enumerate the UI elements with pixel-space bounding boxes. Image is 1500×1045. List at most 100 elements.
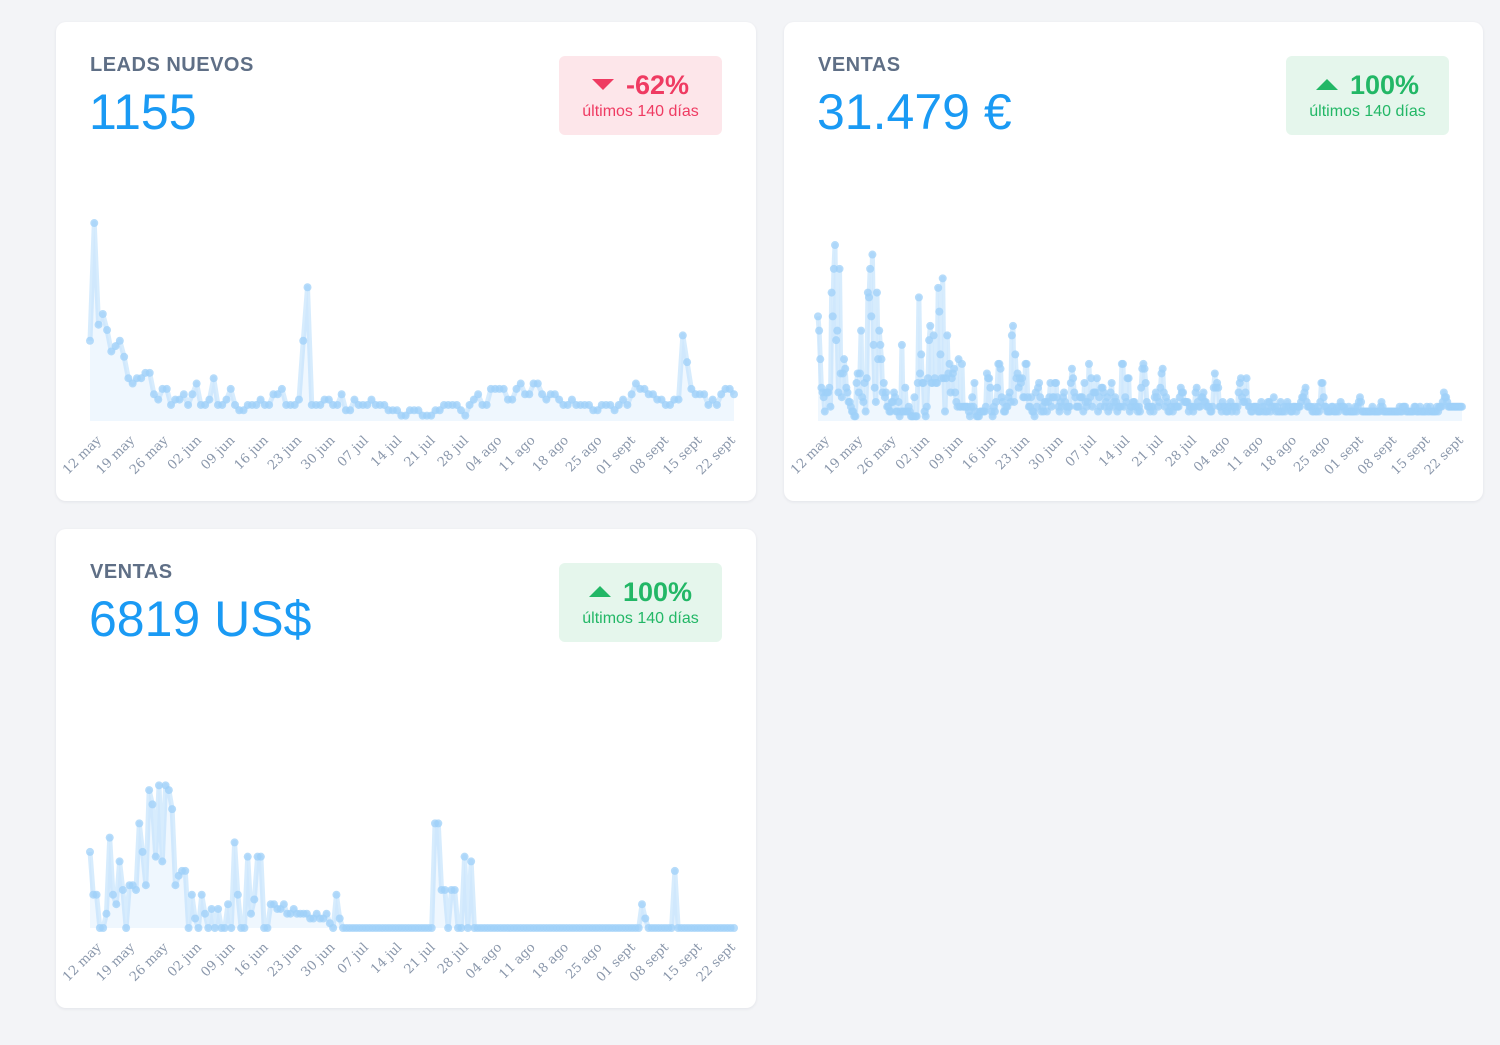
data-point — [1301, 383, 1310, 392]
data-point — [171, 881, 180, 890]
data-point — [861, 407, 870, 416]
x-tick-label: 04 ago — [463, 433, 505, 475]
data-point — [936, 350, 945, 359]
data-point — [869, 340, 878, 349]
data-point — [207, 904, 216, 913]
data-point — [102, 909, 111, 918]
data-point — [201, 909, 209, 918]
data-point — [105, 833, 114, 842]
data-point — [725, 384, 734, 393]
x-tick-label: 02 jun — [165, 433, 205, 473]
x-tick-label: 11 ago — [496, 433, 538, 475]
data-point — [1318, 378, 1327, 387]
data-point — [162, 384, 171, 393]
data-point — [871, 397, 880, 406]
data-point — [1236, 374, 1245, 383]
data-point — [132, 885, 140, 894]
data-point — [427, 411, 436, 420]
data-point — [350, 395, 359, 404]
data-point — [499, 384, 508, 393]
data-point — [857, 326, 866, 335]
data-point — [240, 924, 249, 932]
data-point — [167, 400, 176, 409]
x-tick-label: 09 jun — [198, 940, 238, 980]
data-point — [187, 890, 196, 899]
data-point — [614, 400, 623, 409]
data-point — [444, 924, 453, 932]
data-point — [263, 924, 272, 932]
data-point — [363, 400, 372, 409]
data-point — [1199, 388, 1208, 397]
x-tick-label: 23 jun — [993, 433, 1033, 473]
data-point — [1052, 378, 1061, 387]
data-point — [457, 406, 466, 415]
data-point — [1069, 374, 1078, 383]
trend-value: 100% — [559, 576, 722, 608]
data-point — [829, 264, 838, 273]
data-point — [916, 369, 925, 378]
data-point — [324, 395, 333, 404]
data-point — [1118, 359, 1127, 368]
x-tick-label: 21 jul — [402, 433, 439, 470]
x-tick-label: 30 jun — [298, 940, 338, 980]
data-point — [461, 411, 470, 420]
data-point — [970, 378, 979, 387]
data-point — [145, 786, 154, 795]
data-point — [205, 395, 214, 404]
data-point — [227, 924, 236, 932]
data-point — [1242, 374, 1251, 383]
data-point — [474, 390, 483, 399]
data-point — [832, 336, 841, 345]
data-point — [231, 400, 240, 409]
data-point — [897, 340, 906, 349]
data-point — [648, 390, 657, 399]
data-point — [214, 904, 223, 913]
trend-value: -62% — [559, 69, 722, 101]
data-point — [841, 364, 850, 373]
data-point — [299, 336, 308, 345]
data-point — [965, 412, 974, 421]
data-point — [469, 395, 478, 404]
data-point — [367, 395, 376, 404]
data-point — [452, 400, 461, 409]
data-point — [992, 397, 1001, 406]
data-point — [465, 400, 474, 409]
data-point — [934, 283, 943, 292]
data-point — [951, 388, 960, 397]
trend-percent: 100% — [622, 577, 693, 607]
data-point — [337, 390, 346, 399]
data-point — [467, 857, 476, 866]
leads-card: LEADS NUEVOS 1155 -62% últimos 140 días … — [56, 22, 756, 501]
trend-badge: -62% últimos 140 días — [559, 56, 722, 135]
data-point — [256, 852, 265, 861]
data-point — [886, 407, 895, 416]
data-point — [876, 340, 885, 349]
data-point — [1092, 374, 1101, 383]
data-point — [623, 400, 632, 409]
data-point — [993, 383, 1002, 392]
data-point — [435, 406, 444, 415]
data-point — [457, 924, 466, 932]
data-point — [851, 412, 860, 421]
data-point — [224, 900, 232, 909]
data-point — [835, 264, 844, 273]
x-tick-label: 16 jun — [232, 433, 272, 473]
data-point — [346, 406, 355, 415]
data-point — [1007, 331, 1016, 340]
data-point — [256, 395, 265, 404]
data-point — [815, 326, 824, 335]
data-point — [333, 400, 342, 409]
data-point — [164, 786, 173, 795]
data-point — [1124, 374, 1133, 383]
trend-badge: 100% últimos 140 días — [1286, 56, 1449, 135]
data-point — [209, 374, 218, 383]
data-point — [550, 390, 559, 399]
data-point — [704, 400, 713, 409]
data-point — [1141, 378, 1150, 387]
data-point — [201, 400, 210, 409]
x-tick-label: 14 jul — [368, 433, 405, 470]
data-point — [833, 326, 842, 335]
trend-percent: 100% — [1349, 70, 1420, 100]
data-point — [463, 924, 472, 932]
data-point — [115, 857, 124, 866]
